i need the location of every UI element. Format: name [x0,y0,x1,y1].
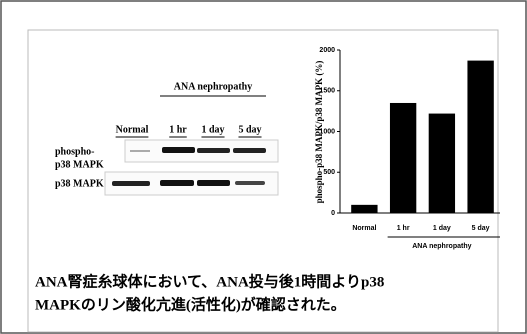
caption: ANA腎症糸球体において、ANA投与後1時間よりp38 [35,272,384,290]
band [235,181,265,185]
y-tick-label: 1500 [319,88,335,95]
x-axis-label: ANA nephropathy [412,243,471,250]
band [197,148,230,153]
x-tick-label: 5 day [472,225,490,232]
band [130,150,150,152]
band [233,148,266,153]
row-label: p38 MAPK [55,178,104,189]
caption: MAPKのリン酸化亢進(活性化)が確認された。 [35,295,346,313]
band [112,181,150,186]
y-tick-label: 2000 [319,47,335,54]
bar [351,205,377,213]
y-tick-label: 500 [323,169,335,176]
band [162,147,195,153]
row-label: p38 MAPK [55,159,104,170]
x-tick-label: 1 day [433,225,451,232]
lane-label: 5 day [238,124,261,135]
y-tick-label: 1000 [319,128,335,135]
lane-label: Normal [116,124,149,135]
bar [467,61,493,213]
bar [390,103,416,213]
row-label: phospho- [55,146,94,157]
bar [429,114,455,213]
band [160,180,194,186]
x-tick-label: Normal [352,225,376,232]
lane-label: 1 hr [169,124,187,135]
y-tick-label: 0 [331,210,335,217]
lane-label: 1 day [201,124,224,135]
x-tick-label: 1 hr [397,225,410,232]
slide: ANA nephropathy phospho- p38 MAPK p38 MA… [0,0,527,334]
band [197,180,230,186]
blot-group-label: ANA nephropathy [174,81,252,92]
